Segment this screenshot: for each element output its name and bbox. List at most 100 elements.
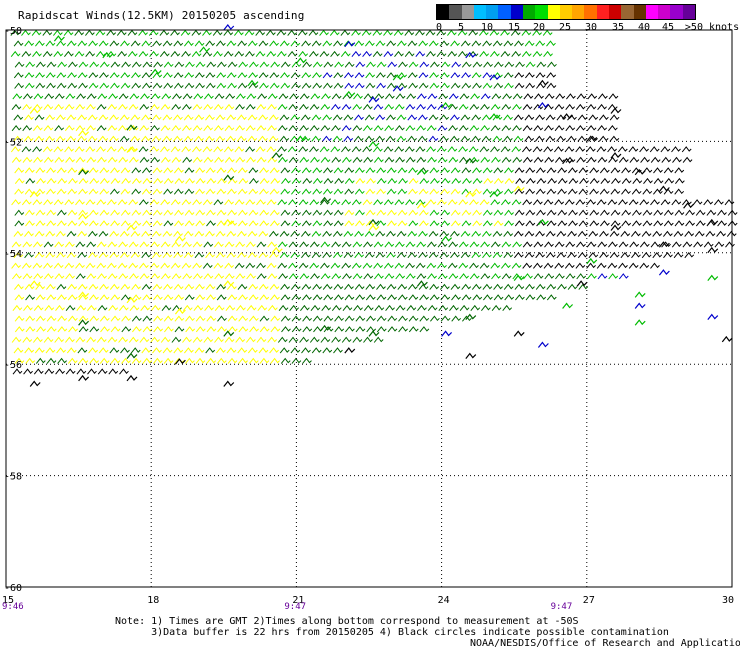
data-barb — [610, 224, 622, 231]
data-barb — [416, 168, 428, 176]
data-barb — [344, 347, 356, 354]
wind-barb — [302, 315, 312, 322]
wind-barb — [395, 273, 406, 280]
wind-barb — [298, 146, 309, 153]
wind-barb — [160, 262, 171, 269]
wind-barb — [407, 114, 418, 121]
wind-barb — [341, 262, 352, 269]
wind-barb — [469, 241, 480, 248]
legend-label: 5 — [457, 22, 465, 33]
wind-barb — [289, 304, 300, 312]
data-barb — [562, 157, 574, 165]
wind-barb — [501, 103, 512, 111]
wind-barb — [63, 29, 74, 36]
wind-barb — [586, 124, 597, 132]
wind-barb — [512, 103, 522, 111]
wind-barb — [490, 241, 501, 248]
wind-barb — [440, 283, 450, 290]
wind-barb — [500, 29, 510, 36]
data-barb — [174, 358, 186, 365]
wind-barb — [609, 135, 620, 142]
wind-barb — [139, 336, 150, 343]
wind-barb — [109, 251, 120, 259]
wind-barb — [203, 156, 214, 163]
wind-barb — [330, 50, 340, 58]
data-barb — [320, 324, 332, 332]
wind-barb — [354, 40, 365, 47]
wind-barb — [373, 124, 384, 132]
wind-barb — [280, 283, 290, 290]
data-barb — [29, 280, 41, 287]
wind-barb — [341, 199, 352, 206]
wind-barb — [312, 315, 323, 322]
wind-barb — [501, 124, 512, 132]
wind-barb — [142, 61, 153, 68]
wind-barb — [299, 124, 309, 132]
data-barb — [634, 319, 646, 326]
wind-barb — [223, 146, 234, 153]
wind-barb — [437, 273, 448, 280]
wind-barb — [36, 61, 46, 68]
data-barb — [707, 274, 719, 281]
wind-barb — [68, 177, 78, 185]
wind-barb — [216, 347, 226, 354]
wind-barb — [195, 294, 206, 301]
wind-barb — [14, 283, 24, 290]
wind-barb — [493, 188, 504, 195]
wind-barb — [267, 103, 277, 111]
wind-barb — [57, 220, 67, 227]
wind-barb — [555, 156, 565, 163]
wind-barb — [342, 304, 353, 312]
wind-barb — [334, 326, 345, 333]
wind-barb — [472, 167, 482, 174]
wind-barb — [224, 156, 235, 163]
wind-barb — [64, 199, 75, 206]
wind-barb — [598, 135, 609, 142]
wind-barb — [205, 230, 215, 237]
wind-barb — [225, 93, 236, 100]
wind-barb — [490, 124, 501, 132]
wind-barb — [579, 177, 589, 185]
wind-barb — [309, 336, 320, 343]
wind-barb — [163, 72, 173, 79]
wind-barb — [345, 326, 355, 333]
wind-barb — [607, 262, 618, 269]
wind-barb — [427, 93, 438, 100]
wind-barb — [320, 336, 331, 343]
wind-barb — [148, 29, 159, 36]
data-barb — [707, 246, 719, 254]
wind-barb — [131, 315, 142, 322]
wind-barb — [493, 283, 503, 290]
wind-barb — [237, 283, 248, 290]
wind-barb — [127, 50, 138, 58]
wind-barb — [397, 167, 408, 174]
wind-barb — [142, 294, 153, 301]
wind-barb — [291, 188, 301, 195]
wind-barb — [684, 251, 695, 259]
wind-barb — [493, 220, 504, 227]
wind-barb — [159, 50, 170, 58]
wind-barb — [174, 326, 185, 333]
wind-barb — [329, 29, 340, 36]
wind-barb — [363, 124, 373, 132]
wind-barb — [237, 114, 247, 121]
wind-barb — [14, 167, 25, 174]
wind-barb — [344, 72, 354, 79]
wind-barb — [163, 294, 174, 301]
wind-barb — [599, 230, 609, 237]
wind-barb — [163, 357, 174, 364]
wind-barb — [35, 283, 46, 290]
wind-barb — [312, 283, 322, 290]
wind-barb — [150, 93, 161, 100]
wind-barb — [354, 188, 365, 195]
wind-barb — [351, 50, 362, 58]
wind-barb — [301, 230, 311, 237]
wind-barb — [333, 220, 344, 227]
wind-barb — [247, 251, 258, 259]
wind-barb — [153, 177, 164, 185]
wind-barb — [202, 262, 213, 269]
wind-barb — [43, 336, 54, 343]
wind-barb — [458, 50, 468, 58]
wind-barb — [448, 241, 459, 248]
wind-barb — [387, 220, 397, 227]
